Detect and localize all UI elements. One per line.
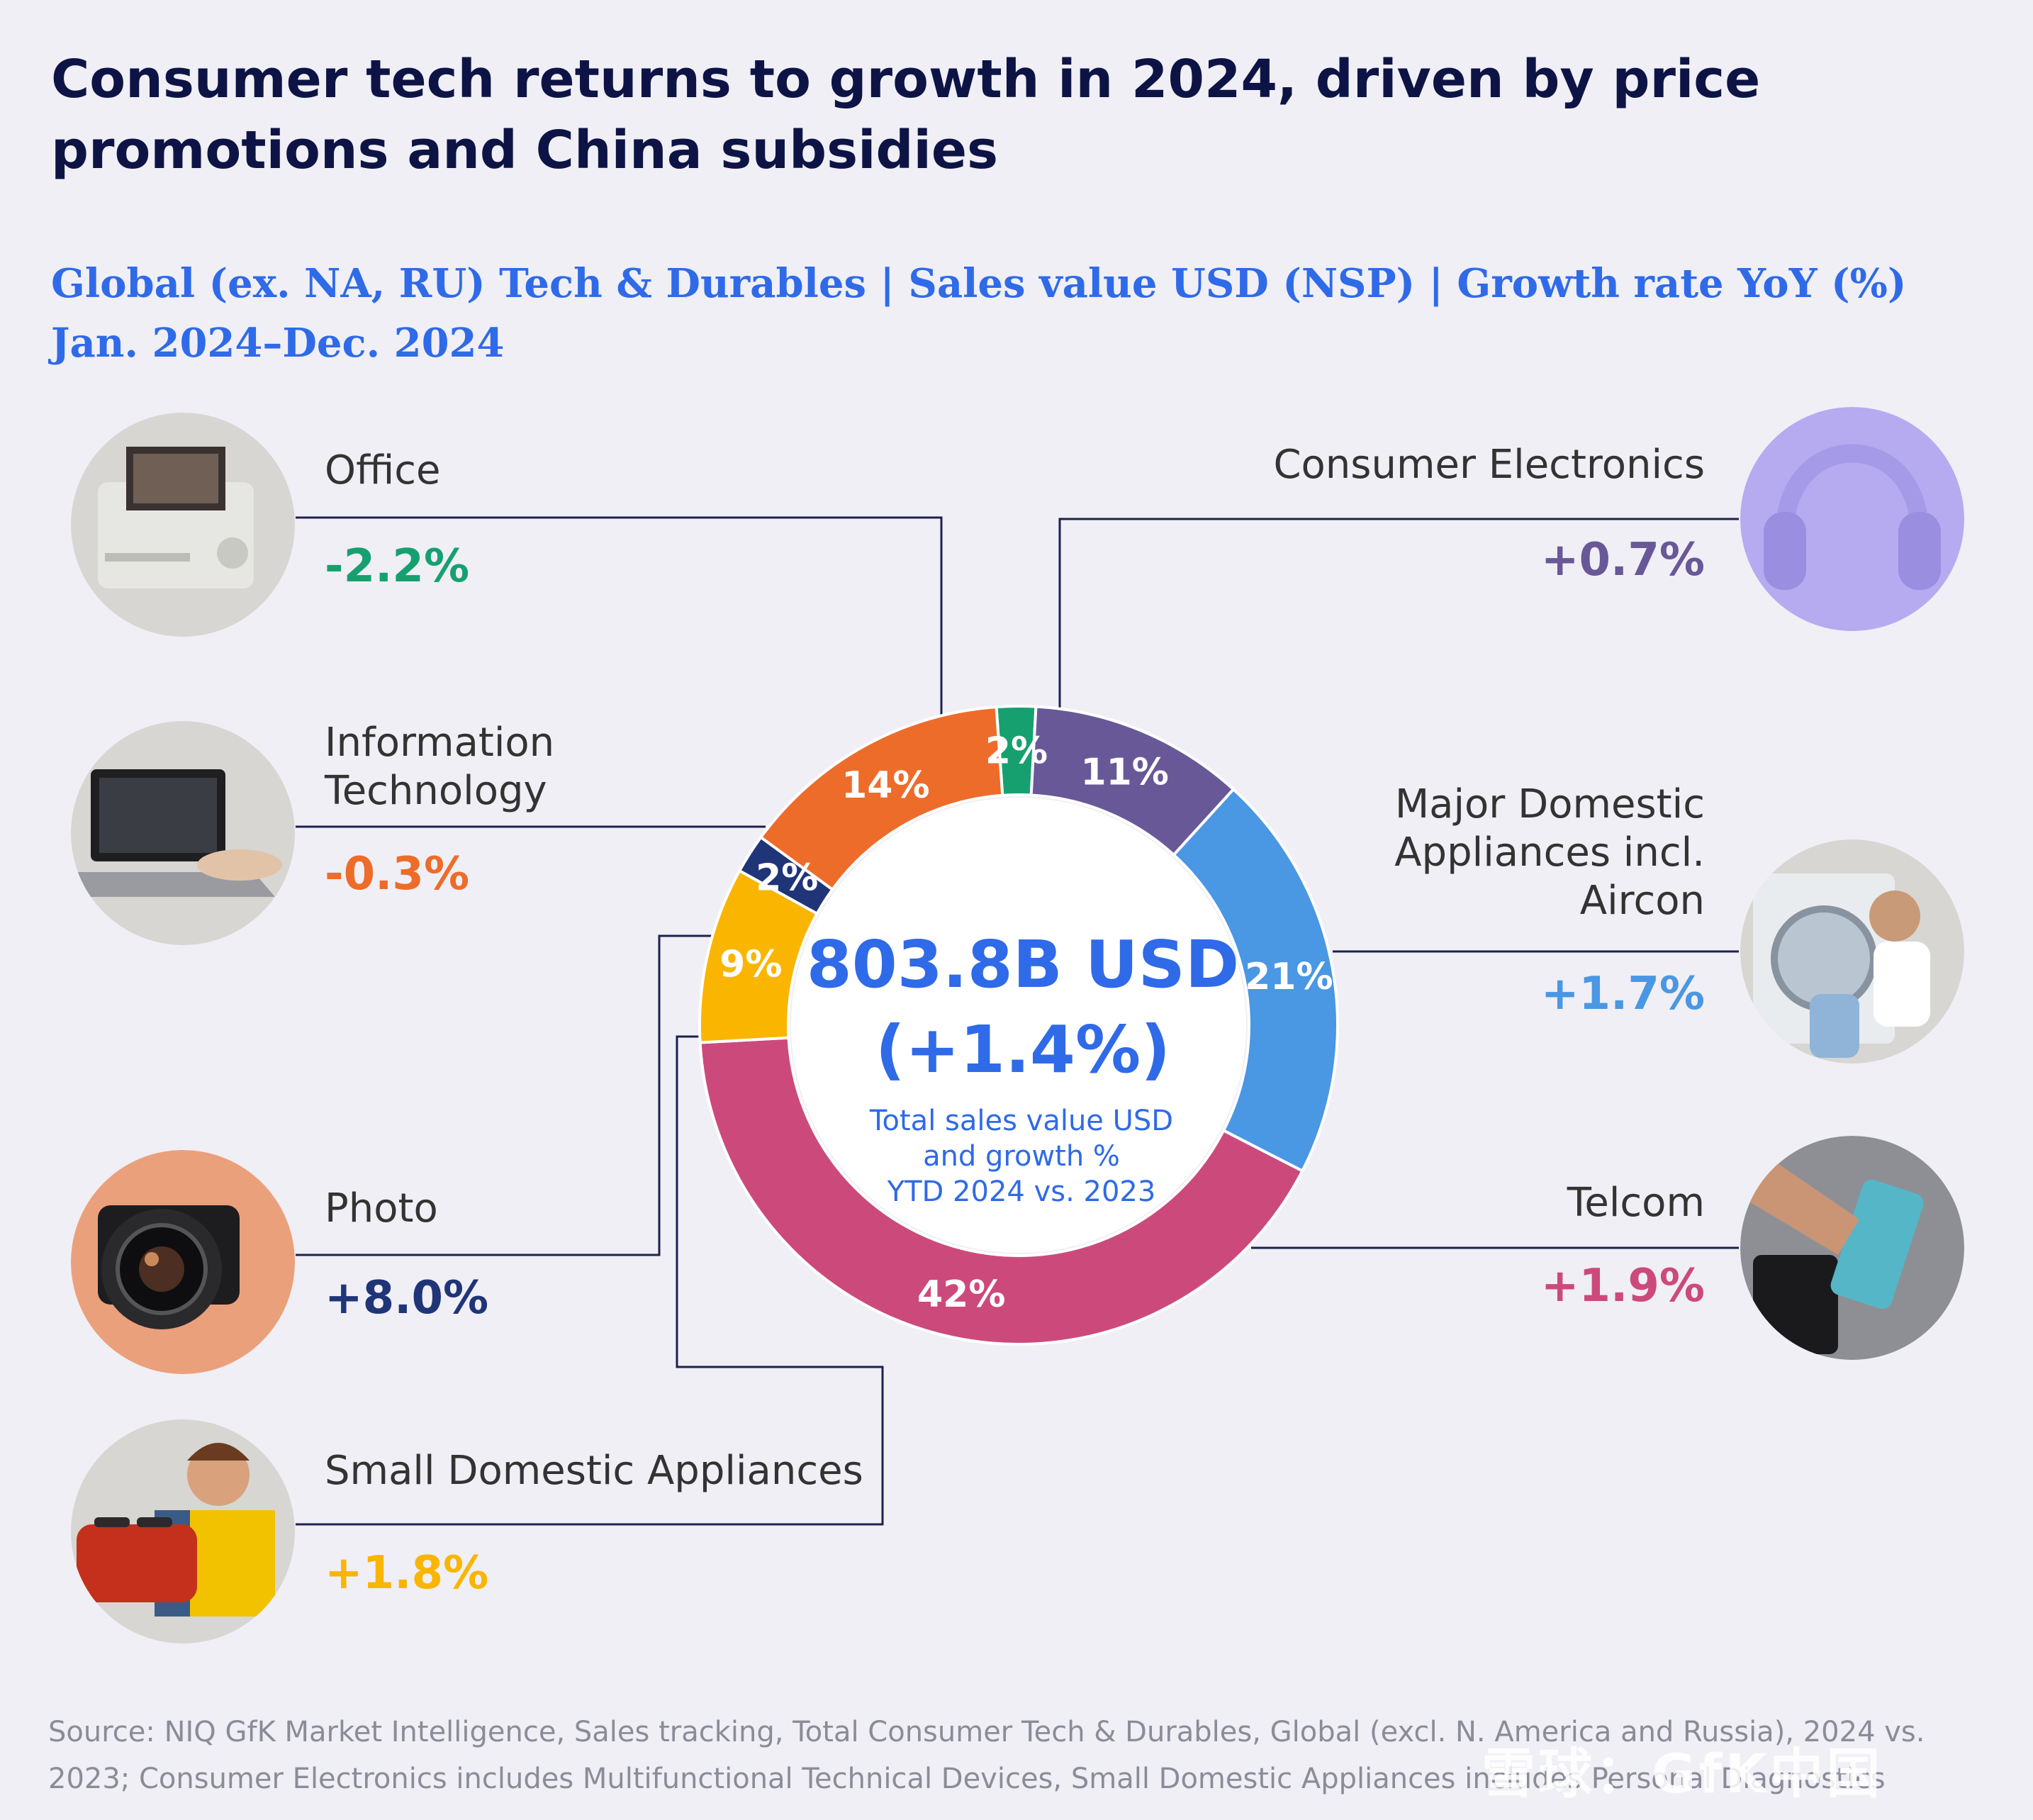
subtitle-line-1: Global (ex. NA, RU) Tech & Durables | Sa…: [51, 260, 1907, 307]
subtitle-line-2: Jan. 2024–Dec. 2024: [51, 320, 505, 367]
growth-value-photo: +8.0%: [325, 1272, 488, 1324]
headphones-photo: [1740, 407, 1964, 631]
growth-value-consumer-electronics: +0.7%: [1541, 534, 1705, 586]
source-note: Source: NIQ GfK Market Intelligence, Sal…: [48, 1716, 1925, 1795]
category-labels: Office -2.2% Consumer Electronics +0.7% Majo…: [324, 442, 1705, 1600]
center-caption-line: YTD 2024 vs. 2023: [887, 1176, 1156, 1208]
category-name-major-domestic-appliances-incl-aircon: Major Domestic: [1395, 781, 1705, 827]
donut-center: 803.8B USD (+1.4%) Total sales value USDan…: [791, 798, 1246, 1253]
donut-slices: [698, 705, 1339, 1346]
growth-value-information-technology: -0.3%: [325, 848, 469, 900]
camera-icon: [98, 1205, 240, 1329]
toaster-icon: [77, 1443, 275, 1617]
leader-line-consumer-electronics: [1058, 518, 1739, 712]
category-name-major-domestic-appliances-incl-aircon: Aircon: [1580, 878, 1705, 924]
growth-value-major-domestic-appliances-incl-aircon: +1.7%: [1541, 968, 1705, 1020]
slice-labels: 2% 11% 21% 42% 9% 2% 14%: [719, 730, 1333, 1316]
printer-icon: [98, 447, 254, 588]
headphones-icon: [1764, 444, 1941, 590]
laptop-photo: [71, 721, 295, 945]
category-name-photo: Photo: [325, 1185, 438, 1232]
growth-value-telcom: +1.9%: [1541, 1260, 1705, 1312]
washing-machine-photo: [1740, 839, 1964, 1063]
category-name-office: Office: [325, 447, 440, 493]
category-name-information-technology: Technology: [324, 768, 547, 814]
slice-label-office: 2%: [985, 730, 1048, 773]
slice-label-consumer-electronics: 11%: [1080, 752, 1168, 794]
category-name-information-technology: Information: [325, 720, 554, 766]
slice-label-small-domestic-appliances: 9%: [719, 943, 782, 986]
category-name-telcom: Telcom: [1567, 1180, 1705, 1226]
chart-title: Consumer tech returns to growth in 2024,…: [51, 49, 1761, 181]
leader-line-photo: [296, 934, 715, 1256]
smartphone-photo: [1740, 1136, 1964, 1360]
category-name-consumer-electronics: Consumer Electronics: [1273, 442, 1705, 488]
center-total: 803.8B USD: [807, 927, 1240, 1003]
slice-label-information-technology: 14%: [841, 764, 929, 807]
slice-major-domestic-appliances-incl-aircon: [1172, 787, 1339, 1173]
office-printer-photo: [71, 413, 295, 637]
leader-lines: [296, 516, 1739, 1526]
donut-hole: [791, 798, 1246, 1253]
growth-value-office: -2.2%: [325, 540, 469, 593]
slice-information-technology: [758, 705, 1004, 892]
washing-machine-icon: [1753, 873, 1930, 1058]
center-caption-line: Total sales value USD: [869, 1105, 1173, 1137]
toaster-photo: [71, 1419, 295, 1643]
leader-line-small-domestic-appliances: [296, 1035, 884, 1526]
laptop-icon: [71, 769, 282, 897]
slice-label-photo: 2%: [756, 857, 818, 900]
chart-subtitle: Global (ex. NA, RU) Tech & Durables | Sa…: [51, 254, 1993, 373]
slice-label-major-domestic-appliances-incl-aircon: 21%: [1245, 956, 1333, 998]
growth-value-small-domestic-appliances: +1.8%: [325, 1547, 488, 1600]
category-photos: [71, 407, 1964, 1643]
center-growth: (+1.4%): [875, 1012, 1170, 1088]
center-caption-line: and growth %: [923, 1140, 1120, 1173]
leader-line-office: [296, 516, 943, 715]
category-name-small-domestic-appliances: Small Domestic Appliances: [325, 1448, 863, 1494]
category-name-major-domestic-appliances-incl-aircon: Appliances incl.: [1394, 830, 1705, 876]
camera-photo: [71, 1150, 295, 1374]
watermark: 雪球：GfK中国: [1482, 1742, 1883, 1805]
slice-telcom: [698, 1036, 1305, 1346]
slice-label-telcom: 42%: [917, 1273, 1005, 1316]
